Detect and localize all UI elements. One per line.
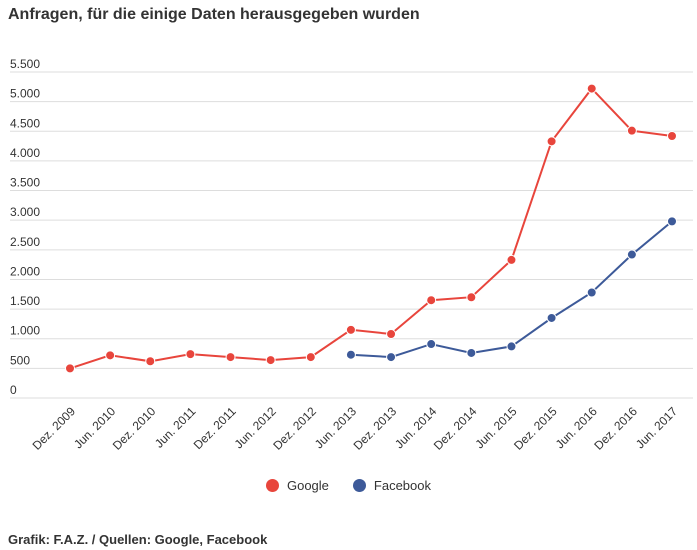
x-tick-label: Dez. 2012 bbox=[270, 404, 319, 453]
series-line-facebook bbox=[350, 220, 673, 359]
grid-lines bbox=[10, 71, 693, 399]
legend-item-google[interactable]: Google bbox=[265, 478, 329, 493]
x-tick-label: Dez. 2013 bbox=[351, 404, 400, 453]
y-tick-label: 5.000 bbox=[10, 87, 40, 101]
legend: Google Facebook bbox=[0, 478, 697, 493]
data-point-google[interactable] bbox=[586, 83, 597, 94]
y-tick-label: 4.000 bbox=[10, 146, 40, 160]
legend-item-facebook[interactable]: Facebook bbox=[352, 478, 431, 493]
data-point-google[interactable] bbox=[305, 352, 316, 363]
x-tick-label: Dez. 2014 bbox=[431, 404, 480, 453]
y-tick-label: 500 bbox=[10, 353, 30, 367]
x-tick-label: Dez. 2010 bbox=[110, 404, 159, 453]
source-footer: Grafik: F.A.Z. / Quellen: Google, Facebo… bbox=[8, 532, 268, 547]
google-marker-icon bbox=[265, 479, 279, 492]
series-google bbox=[65, 83, 677, 374]
data-point-google[interactable] bbox=[626, 125, 637, 136]
data-point-google[interactable] bbox=[546, 136, 557, 147]
data-point-facebook[interactable] bbox=[466, 347, 477, 358]
y-axis-ticks: 0 500 1.000 1.500 2.000 2.500 3.000 3.500 4.000 4… bbox=[10, 57, 40, 397]
x-tick-label: Jun. 2017 bbox=[633, 404, 680, 451]
y-tick-label: 5.500 bbox=[10, 57, 40, 71]
x-tick-label: Dez. 2009 bbox=[30, 404, 79, 453]
data-point-google[interactable] bbox=[185, 349, 196, 360]
legend-label-facebook: Facebook bbox=[373, 478, 431, 493]
legend-label-google: Google bbox=[286, 478, 329, 493]
data-point-facebook[interactable] bbox=[386, 352, 397, 363]
data-point-facebook[interactable] bbox=[626, 249, 637, 260]
data-point-google[interactable] bbox=[667, 131, 677, 142]
data-point-facebook[interactable] bbox=[586, 287, 597, 298]
data-point-google[interactable] bbox=[506, 254, 517, 265]
data-point-google[interactable] bbox=[145, 356, 156, 367]
y-tick-label: 4.500 bbox=[10, 116, 40, 130]
data-point-google[interactable] bbox=[386, 328, 397, 339]
y-tick-label: 1.000 bbox=[10, 324, 40, 338]
y-tick-label: 1.500 bbox=[10, 294, 40, 308]
x-tick-label: Dez. 2016 bbox=[591, 404, 640, 453]
y-tick-label: 3.000 bbox=[10, 205, 40, 219]
data-point-google[interactable] bbox=[105, 350, 116, 361]
y-tick-label: 2.000 bbox=[10, 264, 40, 278]
series-facebook bbox=[345, 216, 677, 363]
data-point-google[interactable] bbox=[345, 324, 356, 335]
data-point-facebook[interactable] bbox=[667, 216, 677, 227]
data-point-google[interactable] bbox=[265, 355, 276, 366]
y-tick-label: 0 bbox=[10, 383, 17, 397]
data-point-facebook[interactable] bbox=[546, 312, 557, 323]
y-tick-label: 2.500 bbox=[10, 235, 40, 249]
data-point-facebook[interactable] bbox=[345, 349, 356, 360]
chart-title: Anfragen, für die einige Daten herausgeg… bbox=[8, 6, 420, 23]
y-tick-label: 3.500 bbox=[10, 176, 40, 190]
data-point-google[interactable] bbox=[225, 352, 236, 363]
x-tick-label: Dez. 2015 bbox=[511, 404, 560, 453]
facebook-marker-icon bbox=[352, 479, 366, 492]
series-layer bbox=[65, 83, 677, 374]
data-point-google[interactable] bbox=[65, 363, 75, 374]
data-point-facebook[interactable] bbox=[426, 339, 437, 350]
data-point-google[interactable] bbox=[426, 295, 437, 306]
data-point-google[interactable] bbox=[466, 292, 477, 303]
data-point-facebook[interactable] bbox=[506, 341, 517, 352]
x-tick-label: Dez. 2011 bbox=[191, 404, 239, 452]
series-line-google bbox=[69, 87, 673, 370]
